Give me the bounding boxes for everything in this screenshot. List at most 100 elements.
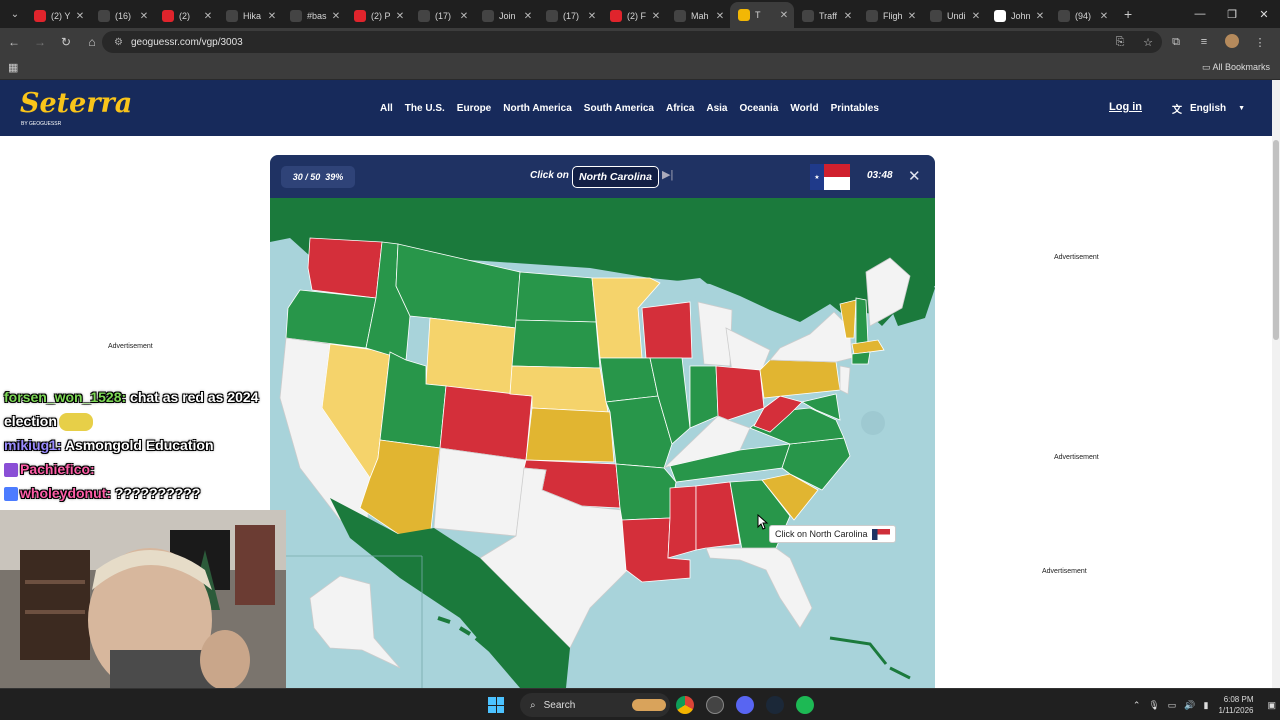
back-icon[interactable]: ← xyxy=(8,35,20,49)
state-south-carolina[interactable] xyxy=(761,473,819,521)
profile-avatar[interactable] xyxy=(1218,33,1246,51)
steam-app-icon[interactable] xyxy=(766,696,784,714)
tab-close-icon[interactable]: ✕ xyxy=(651,10,661,22)
state-kansas[interactable] xyxy=(525,407,615,463)
tab-close-icon[interactable]: ✕ xyxy=(267,10,277,22)
state-maine[interactable] xyxy=(865,257,911,327)
tab-close-icon[interactable]: ✕ xyxy=(1035,10,1045,22)
scrollbar-thumb[interactable] xyxy=(1273,140,1279,340)
state-illinois[interactable] xyxy=(649,357,691,445)
tab-close-icon[interactable]: ✕ xyxy=(523,10,533,22)
state-michigan-upper[interactable] xyxy=(697,301,733,367)
state-hawaii[interactable] xyxy=(437,616,492,652)
tab-search-icon[interactable]: ⌄ xyxy=(10,8,20,20)
nav-link[interactable]: All xyxy=(380,102,393,114)
bookmark-star-icon[interactable]: ☆ xyxy=(1143,36,1153,49)
state-arizona[interactable] xyxy=(359,439,441,539)
browser-tab[interactable]: (17) ✕ xyxy=(410,4,474,28)
state-new-mexico[interactable] xyxy=(433,447,527,537)
state-florida[interactable] xyxy=(705,547,813,629)
tab-close-icon[interactable]: ✕ xyxy=(75,10,85,22)
steam-alt-app-icon[interactable] xyxy=(706,696,724,714)
browser-tab[interactable]: Traff ✕ xyxy=(794,4,858,28)
state-south-dakota[interactable] xyxy=(511,319,601,369)
browser-tab[interactable]: (2) P ✕ xyxy=(346,4,410,28)
skip-icon[interactable]: ▶| xyxy=(662,169,674,181)
state-connecticut[interactable] xyxy=(851,351,871,365)
tab-close-icon[interactable]: ✕ xyxy=(715,10,725,22)
tray-overflow-icon[interactable]: ⌃ xyxy=(1132,699,1141,710)
browser-tab[interactable]: #bas ✕ xyxy=(282,4,346,28)
start-button-icon[interactable] xyxy=(488,697,504,713)
nav-link[interactable]: World xyxy=(790,102,819,114)
media-icon[interactable]: ≡ xyxy=(1200,36,1208,48)
nav-link[interactable]: Asia xyxy=(706,102,728,114)
state-arkansas[interactable] xyxy=(615,463,677,521)
tab-close-icon[interactable]: ✕ xyxy=(907,10,917,22)
close-window-icon[interactable]: ✕ xyxy=(1259,8,1269,21)
tab-close-icon[interactable]: ✕ xyxy=(395,10,405,22)
nav-link[interactable]: Europe xyxy=(456,102,492,114)
state-maryland[interactable] xyxy=(800,393,841,421)
state-washington[interactable] xyxy=(307,237,383,299)
browser-tab[interactable]: (16) ✕ xyxy=(90,4,154,28)
taskbar-clock[interactable]: 6:08 PM 1/11/2026 xyxy=(1218,694,1253,716)
browser-tab[interactable]: Undi ✕ xyxy=(922,4,986,28)
tab-close-icon[interactable]: ✕ xyxy=(459,10,469,22)
forward-icon[interactable]: → xyxy=(34,35,46,49)
browser-tab[interactable]: (2) Y ✕ xyxy=(26,4,90,28)
close-quiz-icon[interactable]: ✕ xyxy=(908,168,921,185)
notifications-icon[interactable]: ▣ xyxy=(1267,699,1276,710)
state-mississippi[interactable] xyxy=(667,485,697,559)
browser-tab[interactable]: (94) ✕ xyxy=(1050,4,1114,28)
nav-link[interactable]: Printables xyxy=(830,102,879,114)
seterra-logo[interactable]: Seterra BY GEOGUESSR xyxy=(20,88,132,128)
us-states-map[interactable] xyxy=(270,198,935,688)
tab-close-icon[interactable]: ✕ xyxy=(587,10,597,22)
browser-tab[interactable]: Hika ✕ xyxy=(218,4,282,28)
install-icon[interactable]: ⎘ xyxy=(1115,35,1125,48)
discord-app-icon[interactable] xyxy=(736,696,754,714)
tab-close-icon[interactable]: ✕ xyxy=(331,10,341,22)
browser-tab[interactable]: John ✕ xyxy=(986,4,1050,28)
browser-tab[interactable]: (2) F ✕ xyxy=(602,4,666,28)
taskbar-search[interactable]: ⌕ Search xyxy=(520,693,670,717)
browser-tab[interactable]: (2) ✕ xyxy=(154,4,218,28)
login-link[interactable]: Log in xyxy=(1109,101,1142,113)
tab-close-icon[interactable]: ✕ xyxy=(139,10,149,22)
all-bookmarks-button[interactable]: ▭ All Bookmarks xyxy=(1201,62,1270,72)
new-tab-icon[interactable]: + xyxy=(1124,6,1133,22)
state-iowa[interactable] xyxy=(599,357,659,403)
state-new-york[interactable] xyxy=(769,311,853,363)
home-icon[interactable]: ⌂ xyxy=(88,35,96,49)
address-bar[interactable]: ⚙ geoguessr.com/vgp/3003 xyxy=(102,31,1162,53)
browser-tab[interactable]: Mah ✕ xyxy=(666,4,730,28)
microphone-icon[interactable]: 🎙 xyxy=(1148,699,1160,710)
state-alabama[interactable] xyxy=(695,481,741,551)
state-massachusetts[interactable] xyxy=(851,339,885,355)
state-new-hampshire[interactable] xyxy=(855,297,869,345)
maximize-icon[interactable]: ❐ xyxy=(1227,8,1237,21)
state-colorado[interactable] xyxy=(439,385,533,461)
state-alaska[interactable] xyxy=(309,575,401,669)
tab-close-icon[interactable]: ✕ xyxy=(779,9,789,21)
browser-tab[interactable]: Fligh ✕ xyxy=(858,4,922,28)
extensions-icon[interactable]: ⧉ xyxy=(1172,35,1180,48)
battery-icon[interactable]: ▮ xyxy=(1203,699,1209,710)
language-selector[interactable]: 文 English ▼ xyxy=(1172,101,1245,116)
spotify-app-icon[interactable] xyxy=(796,696,814,714)
state-wisconsin[interactable] xyxy=(641,301,693,359)
nav-link[interactable]: South America xyxy=(583,102,654,114)
chrome-app-icon[interactable] xyxy=(676,696,694,714)
volume-icon[interactable]: 🔊 xyxy=(1184,699,1196,710)
network-icon[interactable]: ▭ xyxy=(1167,699,1177,710)
nav-link[interactable]: Oceania xyxy=(739,102,779,114)
nav-link[interactable]: Africa xyxy=(666,102,695,114)
browser-tab[interactable]: Join ✕ xyxy=(474,4,538,28)
state-north-dakota[interactable] xyxy=(515,271,597,323)
tab-close-icon[interactable]: ✕ xyxy=(203,10,213,22)
tab-close-icon[interactable]: ✕ xyxy=(1099,10,1109,22)
site-info-icon[interactable]: ⚙ xyxy=(114,36,123,48)
state-oregon[interactable] xyxy=(285,289,377,349)
browser-tab[interactable]: (17) ✕ xyxy=(538,4,602,28)
